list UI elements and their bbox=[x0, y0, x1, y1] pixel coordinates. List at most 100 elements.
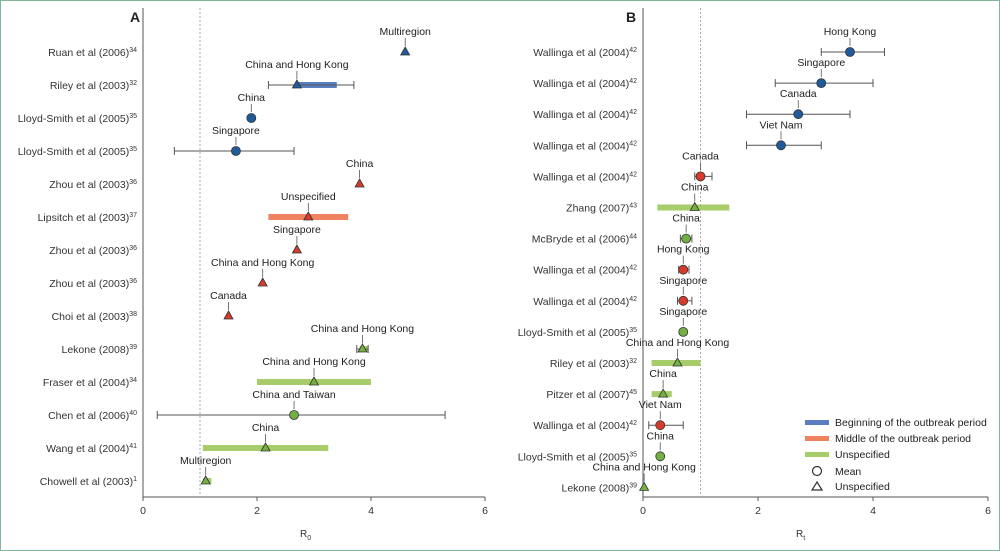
panel-a-row-label: Ruan et al (2006)34 bbox=[48, 47, 137, 59]
panel-b-annotation-label: China and Hong Kong bbox=[592, 461, 695, 473]
panel-b-annotation-label: Singapore bbox=[797, 57, 845, 69]
panel-b-mean-marker bbox=[678, 326, 689, 337]
panel-b-triangle-marker bbox=[672, 357, 683, 367]
panel-a-row-label: Fraser et al (2004)34 bbox=[43, 377, 137, 389]
panel-a-annotation-label: China and Hong Kong bbox=[262, 356, 365, 368]
panel-a-row-label: Zhou et al (2003)36 bbox=[49, 278, 137, 290]
panel-b-annotation-label: Viet Nam bbox=[639, 399, 682, 411]
panel-b-triangle-marker bbox=[638, 481, 650, 491]
panel-b-row-label: Wallinga et al (2004)42 bbox=[533, 78, 637, 90]
panel-a-row-label: Lekone (2008)39 bbox=[61, 344, 137, 356]
panel-b-row-label: Wallinga et al (2004)42 bbox=[533, 171, 637, 183]
panel-a-annotation-label: Multiregion bbox=[380, 26, 432, 38]
panel-a-row-label: Lloyd-Smith et al (2005)35 bbox=[18, 146, 137, 158]
panel-a-row-label: Riley et al (2003)32 bbox=[50, 80, 137, 92]
panel-b-mean-marker bbox=[816, 78, 827, 88]
panel-b-row-label: Lloyd-Smith et al (2005)35 bbox=[518, 451, 637, 463]
panel-a-triangle-marker bbox=[303, 211, 314, 221]
panel-b: B Rt 0 2 4 6 Wallinga et al (2004)42 Hong Kon… bbox=[518, 8, 991, 542]
panel-b-annotation-label: Canada bbox=[682, 150, 719, 162]
panel-b-letter: B bbox=[626, 9, 636, 25]
panel-b-mean-marker bbox=[845, 47, 855, 57]
legend-label-beginning: Beginning of the outbreak period bbox=[835, 417, 987, 429]
panel-a-triangle-marker bbox=[291, 79, 303, 89]
panel-b-row-label: Riley et al (2003)32 bbox=[550, 358, 637, 370]
panel-b-annotation-label: China bbox=[649, 368, 677, 380]
panel-b-x-tick-label: 4 bbox=[870, 505, 876, 517]
panel-a-triangle-marker bbox=[200, 475, 211, 485]
legend-swatch-beginning bbox=[805, 420, 829, 425]
panel-a-x-tick-label: 0 bbox=[140, 505, 146, 517]
panel-b-x-axis-label: Rt bbox=[796, 529, 805, 542]
panel-b-triangle-marker bbox=[657, 388, 669, 398]
legend: Beginning of the outbreak period Middle … bbox=[805, 417, 987, 493]
panel-a-x-tick-label: 6 bbox=[482, 505, 488, 517]
panel-b-row-label: Wallinga et al (2004)42 bbox=[533, 265, 637, 277]
panel-b-mean-marker bbox=[776, 140, 786, 151]
panel-b-row-label: Pitzer et al (2007)45 bbox=[546, 389, 637, 401]
panel-b-mean-marker bbox=[681, 233, 692, 244]
panel-b-annotation-label: Hong Kong bbox=[657, 244, 710, 256]
panel-a-annotation-label: Singapore bbox=[212, 125, 260, 137]
panel-b-row-label: McBryde et al (2006)44 bbox=[532, 234, 637, 246]
panel-a-row-label: Zhou et al (2003)36 bbox=[49, 179, 137, 191]
panel-b-x-tick-label: 0 bbox=[640, 505, 646, 517]
panel-b-row-label: Wallinga et al (2004)42 bbox=[533, 47, 637, 59]
panel-a-annotation-label: China bbox=[346, 158, 374, 170]
panel-a-triangle-marker bbox=[223, 310, 234, 320]
legend-triangle-icon bbox=[810, 480, 824, 491]
panel-a-annotation-label: Singapore bbox=[273, 224, 321, 236]
panel-a-annotation-label: China and Hong Kong bbox=[211, 257, 314, 269]
panel-b-annotation-label: Singapore bbox=[659, 306, 707, 318]
panel-a-annotation-label: China bbox=[238, 92, 266, 104]
panel-a-x-tick-label: 4 bbox=[368, 505, 374, 517]
panel-a-triangle-marker bbox=[308, 376, 320, 386]
legend-label-middle: Middle of the outbreak period bbox=[835, 433, 971, 445]
panel-a-row-label: Lipsitch et al (2003)37 bbox=[38, 212, 138, 224]
panel-a-mean-marker bbox=[289, 410, 299, 420]
panel-b-row-label: Zhang (2007)43 bbox=[566, 203, 637, 215]
panel-b-row-label: Lloyd-Smith et al (2005)35 bbox=[518, 327, 637, 339]
panel-a-letter: A bbox=[130, 9, 140, 25]
panel-a-mean-marker bbox=[231, 146, 241, 156]
panel-a-annotation-label: Canada bbox=[210, 290, 247, 302]
panel-a-triangle-marker bbox=[257, 277, 268, 287]
panel-a-triangle-marker bbox=[357, 343, 368, 353]
panel-b-annotation-label: Viet Nam bbox=[760, 119, 803, 131]
panel-b-annotation-label: China and Hong Kong bbox=[626, 337, 729, 349]
panel-a-row-label: Chowell et al (2003)1 bbox=[40, 476, 137, 488]
panel-a-mean-marker bbox=[246, 113, 257, 123]
panel-b-mean-marker bbox=[655, 451, 666, 462]
panel-a-annotation-label: Multiregion bbox=[180, 455, 232, 467]
panel-a-x-tick-label: 2 bbox=[254, 505, 260, 517]
panel-b-annotation-label: China bbox=[681, 182, 709, 194]
legend-mean-circle-icon bbox=[811, 465, 823, 477]
legend-swatch-unspecified bbox=[805, 452, 829, 457]
panel-b-row-label: Wallinga et al (2004)42 bbox=[533, 140, 637, 152]
panel-a-row-label: Choi et al (2003)38 bbox=[52, 311, 138, 323]
panel-a-triangle-marker bbox=[354, 178, 365, 188]
panel-b-row-label: Wallinga et al (2004)42 bbox=[533, 109, 637, 121]
panel-b-row-label: Wallinga et al (2004)42 bbox=[533, 420, 637, 432]
legend-label-triangle: Unspecified bbox=[835, 481, 890, 493]
panel-b-triangle-marker bbox=[689, 201, 700, 211]
panel-b-mean-marker bbox=[793, 109, 804, 120]
legend-swatch-middle bbox=[805, 436, 829, 441]
panel-b-row-label: Wallinga et al (2004)42 bbox=[533, 296, 637, 308]
panel-b-annotation-label: Singapore bbox=[659, 275, 707, 287]
panel-b-x-tick-label: 2 bbox=[755, 505, 761, 517]
panel-b-annotation-label: Canada bbox=[780, 88, 817, 100]
panel-b-mean-marker bbox=[678, 295, 689, 306]
panel-b-annotation-label: Hong Kong bbox=[824, 26, 877, 38]
panel-a-annotation-label: China and Hong Kong bbox=[245, 59, 348, 71]
panel-a-row-label: Zhou et al (2003)36 bbox=[49, 245, 137, 257]
panel-a-annotation-label: China bbox=[252, 422, 280, 434]
panel-a-annotation-label: China and Hong Kong bbox=[311, 323, 414, 335]
panel-b-mean-marker bbox=[678, 264, 689, 275]
panel-b-mean-marker bbox=[695, 171, 706, 182]
panel-b-annotation-label: China bbox=[672, 213, 700, 225]
panel-a-annotation-label: Unspecified bbox=[281, 191, 336, 203]
panel-a-row-label: Wang et al (2004)41 bbox=[46, 443, 137, 455]
panel-a-triangle-marker bbox=[260, 442, 271, 452]
